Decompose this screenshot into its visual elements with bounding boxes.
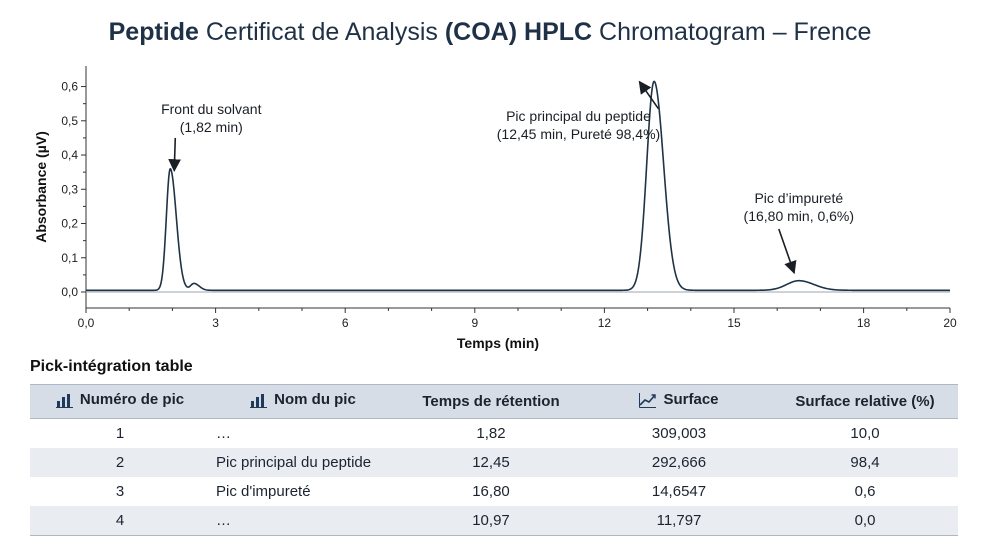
header-retention-time: Temps de rétention bbox=[396, 384, 586, 419]
cell-peak-name: … bbox=[216, 425, 231, 442]
x-tick-label: 20 bbox=[943, 316, 957, 330]
table-header-row: Numéro de pic Nom du pic Temps de rétent… bbox=[30, 384, 958, 419]
cell-peak-name: Pic principal du peptide bbox=[210, 448, 396, 477]
table-title: Pick-intégration table bbox=[30, 358, 193, 375]
chromatogram-trace bbox=[86, 80, 950, 292]
cell-retention-time: 12,45 bbox=[396, 448, 586, 477]
annotation-detail: (1,82 min) bbox=[180, 119, 243, 135]
y-tick-label: 0,0 bbox=[61, 285, 78, 299]
annotation-label: Front du solvant bbox=[161, 101, 261, 117]
cell-relative-surface: 10,0 bbox=[850, 425, 880, 442]
cell-peak-name: … bbox=[210, 506, 396, 536]
cell-relative-surface: 98,4 bbox=[772, 448, 958, 477]
cell-surface: 292,666 bbox=[586, 448, 772, 477]
y-tick-label: 0,5 bbox=[61, 114, 78, 128]
cell-retention-time: 1,82 bbox=[476, 425, 506, 442]
annotation-detail: (16,80 min, 0,6%) bbox=[744, 208, 855, 224]
x-axis-label: Temps (min) bbox=[457, 335, 539, 351]
bar-chart-icon bbox=[55, 393, 73, 408]
x-tick-label: 9 bbox=[471, 316, 478, 330]
peak-integration-table: Numéro de pic Nom du pic Temps de rétent… bbox=[30, 384, 958, 536]
header-label: Numéro de pic bbox=[79, 391, 185, 409]
annotation-label: Pic principal du peptide bbox=[506, 108, 651, 124]
header-peak-number: Numéro de pic bbox=[30, 384, 210, 419]
y-tick-label: 0,3 bbox=[61, 182, 78, 196]
annotation-arrow bbox=[168, 137, 182, 173]
cell-retention-time: 10,97 bbox=[396, 506, 586, 536]
y-tick-label: 0,6 bbox=[61, 80, 78, 94]
title-part-chromatogram: Chromatogram – Frence bbox=[592, 18, 872, 46]
cell-retention-time: 16,80 bbox=[472, 483, 510, 500]
header-label: Surface relative (%) bbox=[795, 393, 935, 410]
title-part-certificat: Certificat de Analysis bbox=[198, 18, 445, 46]
bar-chart-icon bbox=[250, 393, 268, 408]
y-tick-label: 0,2 bbox=[61, 217, 78, 231]
x-tick-label: 15 bbox=[727, 316, 741, 330]
cell-peak-number: 4 bbox=[30, 506, 210, 536]
title-part-coa-hplc: (COA) HPLC bbox=[444, 18, 593, 46]
cell-peak-name: Pic d'impureté bbox=[216, 483, 311, 500]
annotation-detail: (12,45 min, Pureté 98,4%) bbox=[497, 126, 660, 142]
table-row: 3 Pic d'impureté 16,80 14,6547 0,6 bbox=[30, 477, 958, 506]
y-tick-label: 0,4 bbox=[61, 148, 78, 162]
y-axis-label: Absorbance (µV) bbox=[33, 131, 49, 243]
cell-peak-number: 3 bbox=[115, 483, 125, 500]
table-row: 2 Pic principal du peptide 12,45 292,666… bbox=[30, 448, 958, 477]
chart-title: Peptide Certificat de Analysis (COA) HPL… bbox=[0, 18, 980, 47]
header-label: Temps de rétention bbox=[422, 393, 560, 410]
annotation-label: Pic d’impureté bbox=[754, 190, 843, 206]
table-row: 1 … 1,82 309,003 10,0 bbox=[30, 419, 958, 449]
title-part-peptide: Peptide bbox=[108, 18, 199, 46]
header-label: Surface bbox=[663, 391, 719, 409]
header-relative-surface: Surface relative (%) bbox=[772, 384, 958, 419]
y-tick-label: 0,1 bbox=[61, 251, 78, 265]
x-tick-label: 0,0 bbox=[78, 316, 95, 330]
annotation-arrow bbox=[638, 80, 660, 110]
chromatogram-chart: 0,0 0,1 0,2 0,3 0,4 0,5 0,6 0,0 3 6 9 12 15 18 20 Temps… bbox=[33, 66, 957, 351]
x-tick-label: 6 bbox=[342, 316, 349, 330]
annotation-arrow bbox=[778, 228, 797, 275]
cell-surface: 14,6547 bbox=[651, 483, 707, 500]
x-tick-label: 18 bbox=[857, 316, 871, 330]
cell-surface: 309,003 bbox=[651, 425, 707, 442]
header-peak-name: Nom du pic bbox=[210, 384, 396, 419]
cell-relative-surface: 0,6 bbox=[854, 483, 876, 500]
cell-surface: 11,797 bbox=[586, 506, 772, 536]
line-chart-icon bbox=[639, 392, 657, 408]
cell-peak-number: 2 bbox=[30, 448, 210, 477]
cell-relative-surface: 0,0 bbox=[772, 506, 958, 536]
header-label: Nom du pic bbox=[274, 391, 356, 409]
x-tick-label: 3 bbox=[212, 316, 219, 330]
cell-peak-number: 1 bbox=[115, 425, 125, 442]
header-surface: Surface bbox=[586, 384, 772, 419]
table-row: 4 … 10,97 11,797 0,0 bbox=[30, 506, 958, 536]
x-tick-label: 12 bbox=[598, 316, 612, 330]
